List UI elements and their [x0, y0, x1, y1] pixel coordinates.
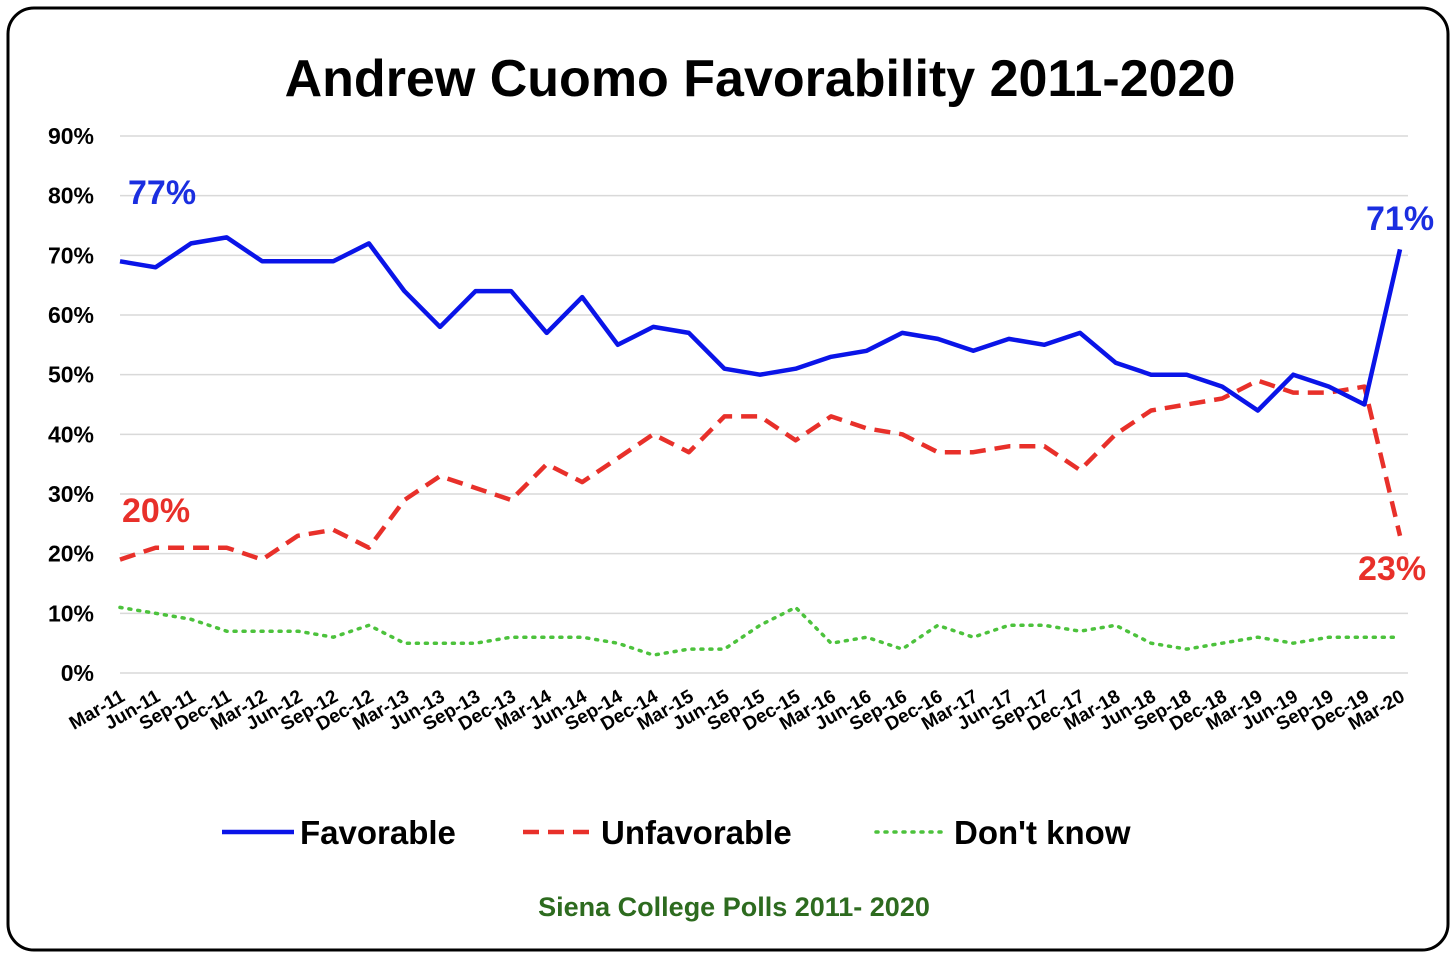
series-line	[118, 605, 1402, 657]
y-tick-label: 70%	[48, 242, 94, 268]
y-tick-label: 40%	[48, 421, 94, 447]
y-tick-label: 0%	[61, 660, 94, 686]
y-tick-label: 50%	[48, 362, 94, 388]
y-tick-label: 90%	[48, 123, 94, 149]
legend-label: Favorable	[300, 814, 456, 851]
y-tick-label: 10%	[48, 600, 94, 626]
y-tick-label: 30%	[48, 481, 94, 507]
annotation: 71%	[1366, 200, 1434, 238]
annotation: 20%	[122, 492, 190, 530]
legend-label: Unfavorable	[601, 814, 792, 851]
annotation: 23%	[1358, 550, 1426, 588]
y-tick-label: 20%	[48, 541, 94, 567]
y-tick-label: 80%	[48, 183, 94, 209]
chart-title: Andrew Cuomo Favorability 2011-2020	[285, 50, 1236, 108]
legend-label: Don't know	[954, 814, 1131, 851]
series-line	[119, 235, 1403, 413]
frame	[6, 6, 1450, 952]
source-note: Siena College Polls 2011- 2020	[538, 892, 930, 922]
annotation: 77%	[128, 174, 196, 212]
y-tick-label: 60%	[48, 302, 94, 328]
